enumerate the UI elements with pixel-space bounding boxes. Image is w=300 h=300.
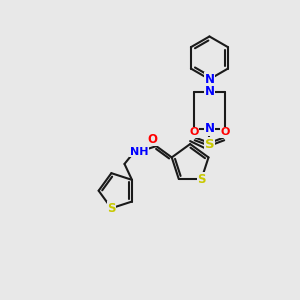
Text: N: N (204, 122, 214, 135)
Text: N: N (204, 73, 214, 86)
Text: O: O (220, 128, 230, 137)
Text: O: O (148, 133, 158, 146)
Text: S: S (107, 202, 116, 215)
Text: NH: NH (130, 147, 148, 157)
Text: N: N (204, 85, 214, 98)
Text: O: O (189, 128, 198, 137)
Text: S: S (197, 172, 206, 185)
Text: S: S (205, 138, 214, 151)
